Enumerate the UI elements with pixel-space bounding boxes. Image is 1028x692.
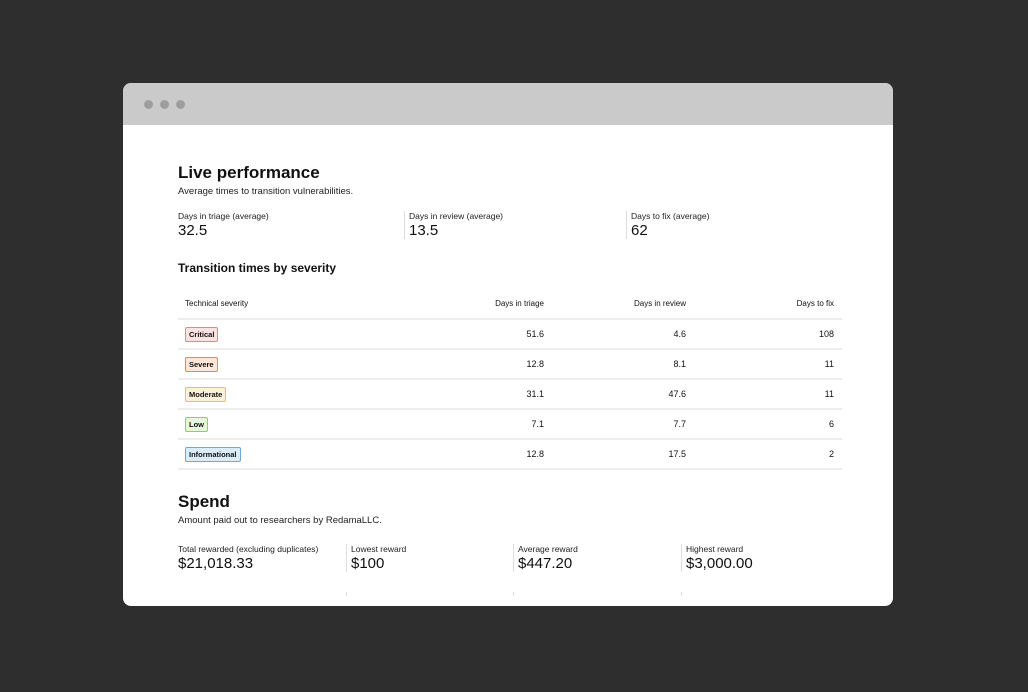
stat-total-rewarded: Total rewarded (excluding duplicates) $21… bbox=[178, 544, 346, 572]
stat-value: $447.20 bbox=[518, 555, 573, 572]
spend-subtitle: Amount paid out to researchers by Redama… bbox=[178, 515, 382, 526]
review-cell: 17.5 bbox=[552, 439, 694, 470]
fix-cell: 2 bbox=[694, 439, 842, 470]
window-maximize-dot[interactable] bbox=[176, 100, 185, 109]
fix-cell: 6 bbox=[694, 409, 842, 440]
stat-highest-reward: Highest reward $3,000.00 bbox=[681, 544, 753, 572]
stat-value: 13.5 bbox=[409, 222, 439, 239]
severity-badge: Critical bbox=[185, 326, 219, 342]
table-row: Critical 51.6 4.6 108 bbox=[178, 319, 842, 350]
column-header: Days to fix bbox=[694, 289, 842, 320]
stat-value: $3,000.00 bbox=[686, 555, 753, 572]
divider bbox=[513, 592, 514, 596]
severity-cell: Critical bbox=[178, 319, 412, 350]
fix-cell: 11 bbox=[694, 349, 842, 380]
severity-cell: Moderate bbox=[178, 379, 412, 410]
severity-table: Technical severity Days in triage Days i… bbox=[178, 289, 842, 470]
table-row: Moderate 31.1 47.6 11 bbox=[178, 379, 842, 410]
live-performance-title: Live performance bbox=[178, 163, 320, 182]
spend-stats: Total rewarded (excluding duplicates) $21… bbox=[178, 544, 842, 572]
stat-label: Days in review (average) bbox=[409, 211, 504, 221]
divider bbox=[346, 592, 347, 596]
spend-title: Spend bbox=[178, 492, 230, 511]
stat-lowest-reward: Lowest reward $100 bbox=[346, 544, 513, 572]
table-row: Low 7.1 7.7 6 bbox=[178, 409, 842, 440]
severity-cell: Low bbox=[178, 409, 412, 440]
review-cell: 4.6 bbox=[552, 319, 694, 350]
fix-cell: 11 bbox=[694, 379, 842, 410]
review-cell: 7.7 bbox=[552, 409, 694, 440]
triage-cell: 12.8 bbox=[412, 349, 552, 380]
stat-value: 32.5 bbox=[178, 222, 208, 239]
page-content: Live performance Average times to transi… bbox=[178, 163, 842, 602]
severity-badge: Low bbox=[185, 416, 208, 432]
stat-label: Total rewarded (excluding duplicates) bbox=[178, 544, 319, 554]
fix-cell: 108 bbox=[694, 319, 842, 350]
column-header: Technical severity bbox=[178, 289, 412, 320]
window-minimize-dot[interactable] bbox=[160, 100, 169, 109]
review-cell: 47.6 bbox=[552, 379, 694, 410]
stat-value: 62 bbox=[631, 222, 648, 239]
table-row: Severe 12.8 8.1 11 bbox=[178, 349, 842, 380]
severity-badge: Severe bbox=[185, 356, 218, 372]
stat-value: $21,018.33 bbox=[178, 555, 254, 572]
title-bar bbox=[123, 83, 893, 125]
live-performance-subtitle: Average times to transition vulnerabilit… bbox=[178, 186, 354, 197]
triage-cell: 7.1 bbox=[412, 409, 552, 440]
stat-triage: Days in triage (average) 32.5 bbox=[178, 211, 404, 239]
stat-fix: Days to fix (average) 62 bbox=[626, 211, 709, 239]
severity-badge: Informational bbox=[185, 446, 241, 462]
triage-cell: 51.6 bbox=[412, 319, 552, 350]
stat-label: Average reward bbox=[518, 544, 578, 554]
review-cell: 8.1 bbox=[552, 349, 694, 380]
stat-average-reward: Average reward $447.20 bbox=[513, 544, 681, 572]
divider bbox=[681, 592, 682, 596]
severity-badge: Moderate bbox=[185, 386, 227, 402]
stat-value: $100 bbox=[351, 555, 385, 572]
column-header: Days in review bbox=[552, 289, 694, 320]
window-close-dot[interactable] bbox=[144, 100, 153, 109]
browser-window: Live performance Average times to transi… bbox=[123, 83, 893, 606]
divider-ticks bbox=[178, 592, 842, 602]
stat-review: Days in review (average) 13.5 bbox=[404, 211, 626, 239]
triage-cell: 31.1 bbox=[412, 379, 552, 410]
stat-label: Highest reward bbox=[686, 544, 744, 554]
column-header: Days in triage bbox=[412, 289, 552, 320]
severity-table-title: Transition times by severity bbox=[178, 261, 337, 275]
table-row: Informational 12.8 17.5 2 bbox=[178, 439, 842, 470]
stat-label: Days in triage (average) bbox=[178, 211, 269, 221]
stat-label: Days to fix (average) bbox=[631, 211, 710, 221]
live-stats: Days in triage (average) 32.5 Days in rev… bbox=[178, 211, 842, 239]
severity-cell: Severe bbox=[178, 349, 412, 380]
stat-label: Lowest reward bbox=[351, 544, 407, 554]
triage-cell: 12.8 bbox=[412, 439, 552, 470]
severity-cell: Informational bbox=[178, 439, 412, 470]
